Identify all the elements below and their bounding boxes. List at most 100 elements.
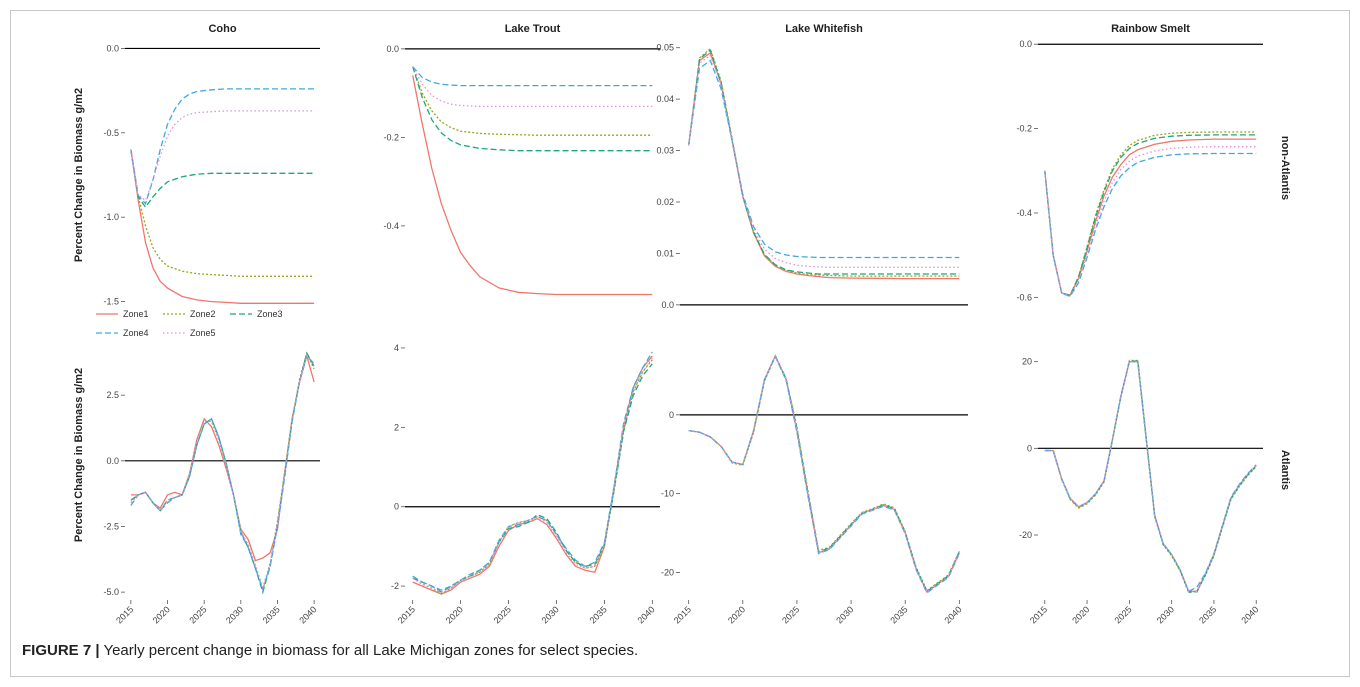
y-tick-label: 0: [669, 410, 674, 420]
y-tick-label: 0.05: [656, 43, 674, 53]
panel-title-lake-whitefish: Lake Whitefish: [785, 23, 863, 35]
series-line-zone5: [412, 66, 653, 108]
y-tick-label: -2.5: [103, 521, 119, 531]
panel-title-lake-trout: Lake Trout: [505, 23, 561, 35]
series-line-zone2: [130, 351, 315, 592]
y-axis-label-non-atlantis: Percent Change in Biomass g/m2: [73, 88, 85, 262]
x-tick-label: 2025: [187, 604, 208, 625]
series-line-zone5: [130, 354, 315, 589]
legend-label-zone5: Zone5: [190, 328, 216, 338]
series-line-zone2: [688, 354, 960, 592]
y-tick-label: 0.0: [106, 456, 119, 466]
y-tick-label: -0.4: [1016, 208, 1032, 218]
legend-label-zone1: Zone1: [123, 309, 149, 319]
x-tick-label: 2035: [261, 604, 282, 625]
x-tick-label: 2025: [1113, 604, 1134, 625]
x-tick-label: 2030: [540, 604, 561, 625]
series-line-zone4: [1044, 152, 1257, 298]
y-tick-label: 0.0: [386, 44, 399, 54]
y-tick-label: 0.0: [106, 43, 119, 53]
panel-title-coho: Coho: [208, 23, 236, 35]
x-tick-label: 2030: [1155, 604, 1176, 625]
series-line-zone1: [688, 51, 960, 280]
y-axis-label-atlantis: Percent Change in Biomass g/m2: [73, 368, 85, 542]
series-line-zone3: [688, 354, 960, 593]
y-tick-label: -0.4: [383, 221, 399, 231]
series-line-zone4: [130, 88, 315, 206]
x-tick-label: 2020: [444, 604, 465, 625]
series-line-zone1: [130, 149, 315, 304]
y-tick-label: 0.0: [1019, 39, 1032, 49]
x-tick-label: 2035: [588, 604, 609, 625]
series-line-zone5: [1044, 361, 1257, 592]
y-tick-label: -1.5: [103, 297, 119, 307]
x-tick-label: 2020: [726, 604, 747, 625]
series-line-zone3: [412, 66, 653, 152]
y-tick-label: -2: [391, 581, 399, 591]
row-strip-non-atlantis: non-Atlantis: [1279, 136, 1291, 200]
y-tick-label: 2: [394, 422, 399, 432]
y-tick-label: 0: [394, 502, 399, 512]
series-line-zone4: [412, 66, 653, 87]
series-line-zone3: [130, 351, 315, 595]
y-tick-label: 2.5: [106, 390, 119, 400]
panel-lake-trout-atlantis: 4 2 0 -2 2015 2020 2025 2030 2035 2040: [391, 343, 660, 626]
series-line-zone4: [688, 59, 960, 259]
series-line-zone3: [688, 49, 960, 275]
series-line-zone4: [688, 354, 960, 594]
y-tick-label: -0.5: [103, 128, 119, 138]
caption-label: FIGURE 7 |: [22, 642, 100, 659]
series-line-zone2: [1044, 131, 1257, 296]
series-line-zone3: [130, 149, 315, 209]
y-tick-label: -1.0: [103, 212, 119, 222]
y-tick-label: 20: [1022, 357, 1032, 367]
x-tick-label: 2020: [1070, 604, 1091, 625]
x-tick-label: 2025: [492, 604, 513, 625]
x-tick-label: 2030: [834, 604, 855, 625]
y-tick-label: -0.6: [1016, 292, 1032, 302]
series-line-zone5: [688, 54, 960, 268]
y-tick-label: 0.04: [656, 94, 674, 104]
legend: Zone1 Zone2 Zone3 Zone4 Zone5: [96, 309, 283, 338]
x-tick-label: 2015: [672, 604, 693, 625]
y-tick-label: 0.03: [656, 146, 674, 156]
figure-frame: [10, 10, 1350, 677]
figure-caption: FIGURE 7 | Yearly percent change in biom…: [22, 642, 638, 659]
y-tick-label: 4: [394, 343, 399, 353]
x-tick-label: 2015: [114, 604, 135, 625]
panel-lake-whitefish-non-atlantis: 0.0 0.01 0.02 0.03 0.04 0.05: [656, 43, 968, 310]
legend-label-zone3: Zone3: [257, 309, 283, 319]
panel-rainbow-smelt-non-atlantis: 0.0 -0.2 -0.4 -0.6: [1016, 39, 1263, 302]
series-line-zone1: [1044, 138, 1257, 296]
y-tick-label: -20: [661, 567, 674, 577]
x-tick-label: 2040: [1239, 604, 1260, 625]
x-tick-label: 2015: [396, 604, 417, 625]
faceted-line-chart: 0.0-0.5-1.0-1.50.0-0.2-0.40.00.010.020.0…: [73, 23, 1291, 626]
y-tick-label: 0.02: [656, 197, 674, 207]
panel-coho-non-atlantis: 0.0 -0.5 -1.0 -1.5: [103, 43, 320, 307]
series-line-zone2: [688, 47, 960, 277]
series-line-zone2: [130, 149, 315, 277]
x-tick-label: 2040: [943, 604, 964, 625]
series-line-zone5: [130, 110, 315, 202]
y-tick-label: 0: [1027, 443, 1032, 453]
y-tick-label: -5.0: [103, 587, 119, 597]
y-tick-label: -10: [661, 489, 674, 499]
x-tick-label: 2040: [297, 604, 318, 625]
series-line-zone2: [412, 66, 653, 136]
series-line-zone1: [412, 75, 653, 296]
panel-lake-trout-non-atlantis: 0.0 -0.2 -0.4: [383, 44, 660, 296]
x-tick-label: 2015: [1028, 604, 1049, 625]
y-tick-label: -0.2: [383, 132, 399, 142]
panel-lake-whitefish-atlantis: 0 -10 -20 2015 2020 2025 2030 2035 2040: [661, 354, 968, 626]
y-tick-label: -0.2: [1016, 124, 1032, 134]
series-line-zone5: [1044, 146, 1257, 297]
y-tick-label: 0.0: [661, 300, 674, 310]
x-tick-label: 2035: [1197, 604, 1218, 625]
panel-rainbow-smelt-atlantis: 20 0 -20 2015 2020 2025 2030 2035 2040: [1019, 357, 1263, 626]
legend-label-zone2: Zone2: [190, 309, 216, 319]
caption-text: Yearly percent change in biomass for all…: [99, 642, 639, 659]
x-tick-label: 2040: [636, 604, 657, 625]
series-line-zone4: [412, 351, 653, 591]
panel-title-rainbow-smelt: Rainbow Smelt: [1111, 23, 1190, 35]
